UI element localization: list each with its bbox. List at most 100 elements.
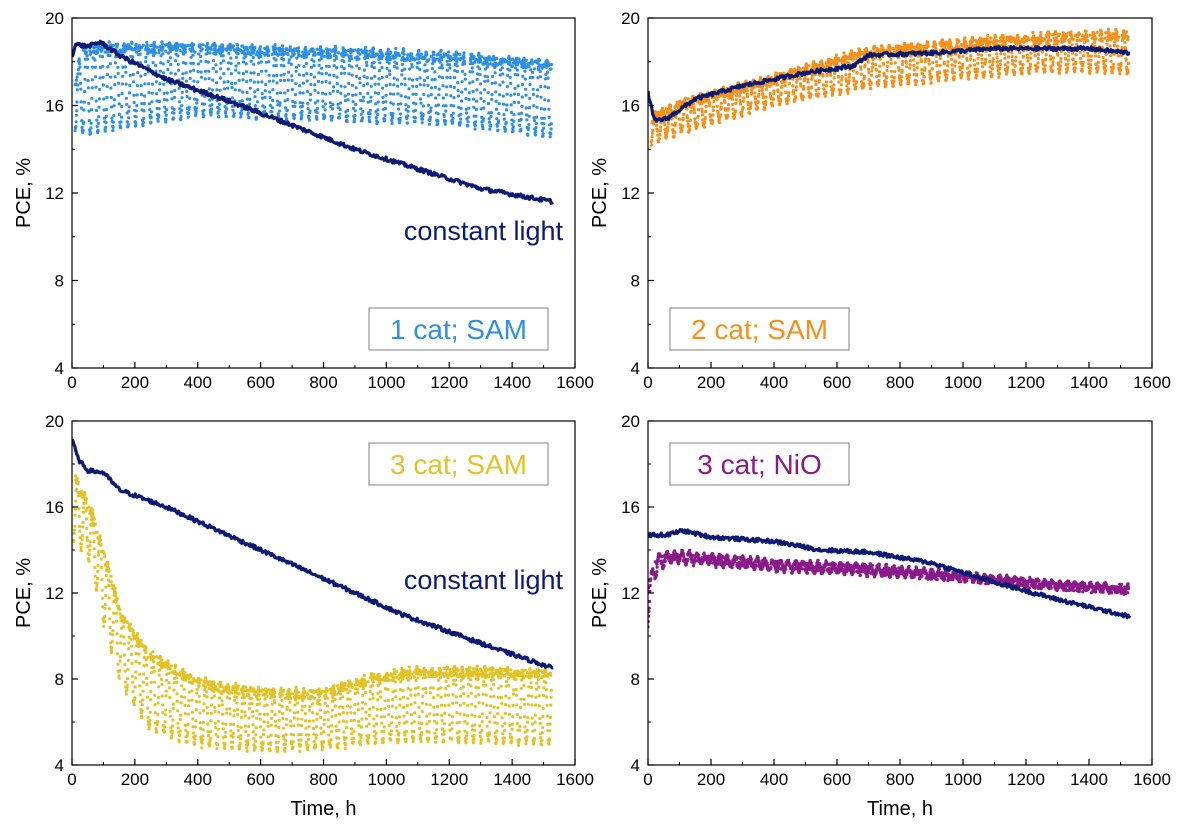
cycling-point bbox=[452, 104, 455, 107]
cycling-point bbox=[1109, 60, 1112, 63]
cycling-point bbox=[380, 66, 383, 69]
cycling-point bbox=[98, 76, 101, 79]
cycling-point bbox=[860, 73, 863, 76]
cycling-point bbox=[1065, 34, 1068, 37]
cycling-point bbox=[275, 64, 278, 67]
cycling-point bbox=[924, 57, 927, 60]
cycling-point bbox=[504, 128, 507, 131]
cycling-point bbox=[960, 74, 963, 77]
cycling-point bbox=[94, 86, 97, 89]
cycling-point bbox=[535, 106, 538, 109]
cycling-point bbox=[506, 85, 509, 88]
cycling-point bbox=[147, 716, 150, 719]
cycling-point bbox=[686, 116, 689, 119]
cycling-point bbox=[209, 719, 212, 722]
cycling-point bbox=[935, 64, 938, 67]
cycling-point bbox=[511, 130, 514, 133]
cycling-point bbox=[235, 696, 238, 699]
cycling-point bbox=[1085, 30, 1088, 33]
cycling-point bbox=[688, 125, 691, 128]
cycling-point bbox=[389, 83, 392, 86]
cycling-point bbox=[521, 75, 524, 78]
cycling-point bbox=[88, 549, 91, 552]
cycling-point bbox=[845, 84, 848, 87]
cycling-point bbox=[1072, 58, 1075, 61]
cycling-point bbox=[267, 54, 270, 57]
cycling-point bbox=[989, 36, 992, 39]
cycling-point bbox=[102, 76, 105, 79]
cycling-point bbox=[78, 66, 81, 69]
cycling-point bbox=[467, 120, 470, 123]
cycling-point bbox=[105, 574, 108, 577]
cycling-point bbox=[528, 97, 531, 100]
cycling-point bbox=[385, 75, 388, 78]
cycling-point bbox=[125, 97, 128, 100]
cycling-point bbox=[252, 71, 255, 74]
cycling-point bbox=[122, 635, 125, 638]
cycling-point bbox=[160, 658, 163, 661]
cycling-point bbox=[550, 67, 553, 70]
cycling-point bbox=[224, 742, 227, 745]
cycling-point bbox=[178, 673, 181, 676]
cycling-point bbox=[884, 84, 887, 87]
cycling-point bbox=[110, 646, 113, 649]
cycling-point bbox=[158, 107, 161, 110]
cycling-point bbox=[272, 79, 275, 82]
cycling-point bbox=[133, 696, 136, 699]
cycling-point bbox=[503, 118, 506, 121]
cycling-point bbox=[76, 477, 79, 480]
cycling-point bbox=[306, 79, 309, 82]
cycling-point bbox=[961, 71, 964, 74]
cycling-point bbox=[158, 100, 161, 103]
cycling-point bbox=[174, 59, 177, 62]
cycling-point bbox=[350, 65, 353, 68]
cycling-point bbox=[263, 106, 266, 109]
cycling-point bbox=[833, 76, 836, 79]
cycling-point bbox=[528, 83, 531, 86]
cycling-point bbox=[215, 88, 218, 91]
cycling-point bbox=[346, 109, 349, 112]
cycling-point bbox=[290, 63, 293, 66]
cycling-point bbox=[1031, 31, 1034, 34]
cycling-point bbox=[840, 75, 843, 78]
cycling-point bbox=[218, 704, 221, 707]
cycling-point bbox=[94, 66, 97, 69]
cycling-point bbox=[116, 66, 119, 69]
cycling-point bbox=[142, 121, 145, 124]
cycling-point bbox=[302, 91, 305, 94]
cycling-point bbox=[75, 79, 78, 82]
cycling-point bbox=[1032, 34, 1035, 37]
cycling-point bbox=[230, 62, 233, 65]
cycling-point bbox=[712, 105, 715, 108]
cycling-point bbox=[423, 63, 426, 66]
cycling-point bbox=[156, 713, 159, 716]
cycling-point bbox=[82, 108, 85, 111]
cycling-point bbox=[362, 96, 365, 99]
cycling-point bbox=[361, 110, 364, 113]
cycling-point bbox=[1021, 63, 1024, 66]
cycling-point bbox=[272, 74, 275, 77]
cycling-point bbox=[223, 81, 226, 84]
cycling-point bbox=[204, 70, 207, 73]
cycling-point bbox=[127, 123, 130, 126]
cycling-point bbox=[175, 676, 178, 679]
cycling-point bbox=[134, 685, 137, 688]
cycling-point bbox=[101, 597, 104, 600]
cycling-point bbox=[293, 117, 296, 120]
cycling-point bbox=[682, 113, 685, 116]
cycling-point bbox=[87, 559, 90, 562]
cycling-point bbox=[922, 81, 925, 84]
cycling-point bbox=[833, 72, 836, 75]
cycling-point bbox=[848, 73, 851, 76]
cycling-point bbox=[248, 103, 251, 106]
cycling-point bbox=[1055, 36, 1058, 39]
cycling-point bbox=[148, 719, 151, 722]
cycling-point bbox=[149, 121, 152, 124]
cycling-point bbox=[252, 730, 255, 733]
cycling-point bbox=[168, 686, 171, 689]
cycling-point bbox=[410, 52, 413, 55]
cycling-point bbox=[271, 88, 274, 91]
cycling-point bbox=[197, 685, 200, 688]
cycling-point bbox=[799, 77, 802, 80]
cycling-point bbox=[317, 91, 320, 94]
